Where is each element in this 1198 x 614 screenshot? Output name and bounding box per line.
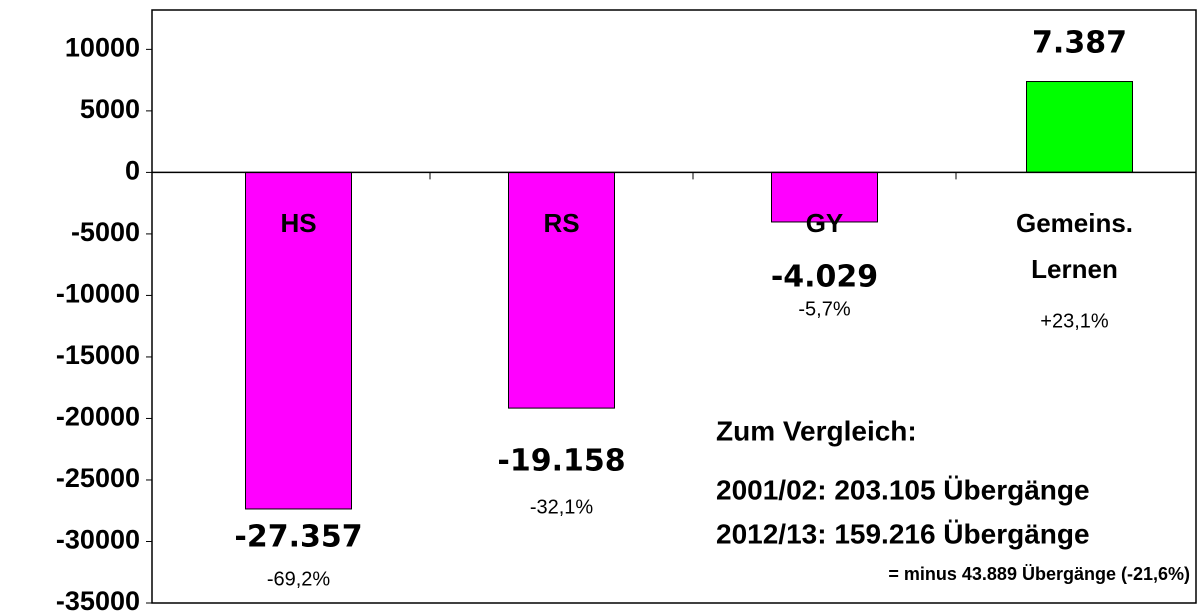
value-label: 7.387: [1032, 26, 1127, 61]
bar: [245, 171, 352, 510]
percent-label: -32,1%: [530, 496, 594, 518]
annotation: 2012/13: 159.216 Übergänge: [716, 518, 1090, 549]
bar: [771, 171, 878, 223]
bar: [1026, 81, 1133, 173]
y-tick-label: -25000: [56, 463, 140, 493]
y-tick-label: -30000: [56, 525, 140, 555]
y-tick-label: 0: [125, 156, 140, 186]
annotation: Zum Vergleich:: [716, 415, 917, 446]
y-tick-label: 10000: [65, 32, 140, 62]
percent-label: -69,2%: [267, 568, 331, 590]
value-label: -4.029: [771, 260, 878, 295]
y-tick-label: -15000: [56, 340, 140, 370]
plot-frame: [151, 9, 1197, 604]
annotation: = minus 43.889 Übergänge (-21,6%): [888, 564, 1190, 584]
value-label: -27.357: [234, 520, 362, 555]
percent-label: +23,1%: [1040, 310, 1109, 332]
bar: [508, 171, 615, 409]
y-tick-label: 5000: [80, 94, 140, 124]
y-tick-label: -10000: [56, 279, 140, 309]
category-label: Gemeins. Lernen: [1016, 208, 1133, 284]
y-tick-label: -5000: [71, 217, 140, 247]
y-tick-label: -20000: [56, 402, 140, 432]
y-tick-label: -35000: [56, 586, 140, 614]
category-label: RS: [543, 208, 579, 238]
value-label: -19.158: [497, 444, 625, 479]
annotation: 2001/02: 203.105 Übergänge: [716, 474, 1090, 505]
category-label: GY: [806, 208, 844, 238]
percent-label: -5,7%: [798, 298, 850, 320]
category-label: HS: [280, 208, 316, 238]
